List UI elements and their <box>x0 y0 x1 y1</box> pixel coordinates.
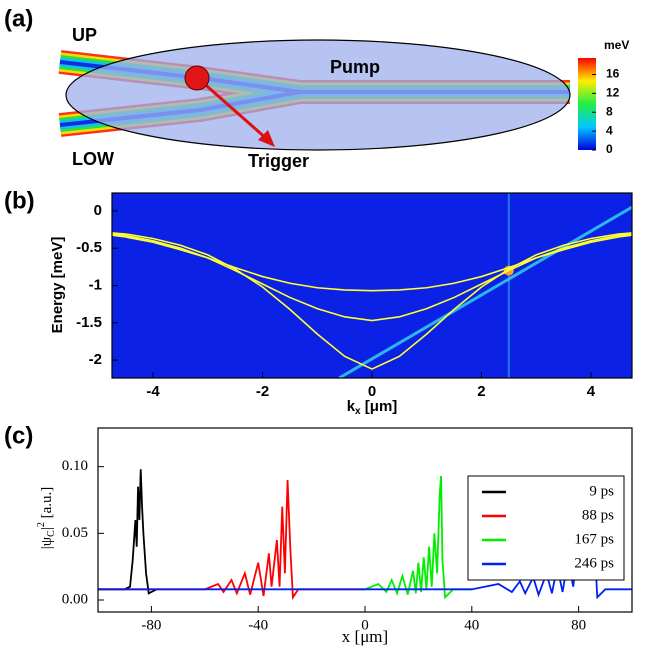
x-tick-label: 4 <box>587 383 596 400</box>
plot-frame <box>111 192 633 379</box>
x-axis-label: kx [μm] <box>347 398 398 417</box>
y-axis-label: Energy [meV] <box>49 237 66 334</box>
y-tick-label: 0.05 <box>62 525 88 541</box>
x-tick-label: -40 <box>248 617 268 633</box>
x-tick-label: 2 <box>477 383 485 400</box>
data-line <box>112 233 632 322</box>
panel-label: (a) <box>4 5 33 32</box>
data-line <box>98 479 365 601</box>
x-tick-label: -80 <box>141 617 161 633</box>
legend-label: 167 ps <box>574 531 614 547</box>
x-tick-label: -2 <box>256 383 269 400</box>
x-tick-label: 0 <box>368 383 376 400</box>
y-tick-label: -0.5 <box>76 239 102 256</box>
y-axis-label: |ψC|2 [a.u.] <box>36 487 57 550</box>
legend-label: 88 ps <box>582 507 614 523</box>
pump-label: Pump <box>330 57 380 77</box>
panel-label: (b) <box>4 187 35 214</box>
plot-area <box>112 193 632 378</box>
colorbar-tick-label: 4 <box>606 123 613 137</box>
y-tick-label: -2 <box>89 351 102 368</box>
legend-box <box>467 475 625 581</box>
arrow-head <box>258 130 275 147</box>
panel-label: (c) <box>4 422 33 449</box>
colorbar-tick-label: 0 <box>606 142 613 156</box>
colorbar-tick-label: 8 <box>606 104 613 118</box>
data-line <box>98 469 158 595</box>
x-tick-label: 80 <box>571 617 586 633</box>
colorbar-tick-label: 12 <box>606 86 620 100</box>
up-label: UP <box>72 25 97 45</box>
dispersion-streak <box>338 205 632 378</box>
trigger-spot <box>184 65 210 91</box>
data-line <box>112 234 632 292</box>
x-tick-label: 40 <box>464 617 479 633</box>
y-tick-label: -1.5 <box>76 314 102 331</box>
y-tick-label: 0.10 <box>62 458 88 474</box>
legend-label: 9 ps <box>589 483 614 499</box>
pump-spot <box>65 39 571 151</box>
trigger-arrow <box>199 78 269 142</box>
x-axis-label: x [μm] <box>342 627 388 646</box>
low-label: LOW <box>72 149 114 169</box>
x-tick-label: 0 <box>361 617 369 633</box>
legend-label: 246 ps <box>574 555 614 571</box>
colorbar <box>578 58 596 150</box>
y-tick-label: 0 <box>94 202 102 219</box>
data-line <box>112 232 632 370</box>
y-tick-label: 0.00 <box>62 591 88 607</box>
x-tick-label: -4 <box>146 383 160 400</box>
y-tick-label: -1 <box>89 276 102 293</box>
colorbar-unit: meV <box>604 38 629 52</box>
plot-frame <box>97 427 633 613</box>
colorbar-tick-label: 16 <box>606 67 620 81</box>
trigger-label: Trigger <box>248 151 309 171</box>
